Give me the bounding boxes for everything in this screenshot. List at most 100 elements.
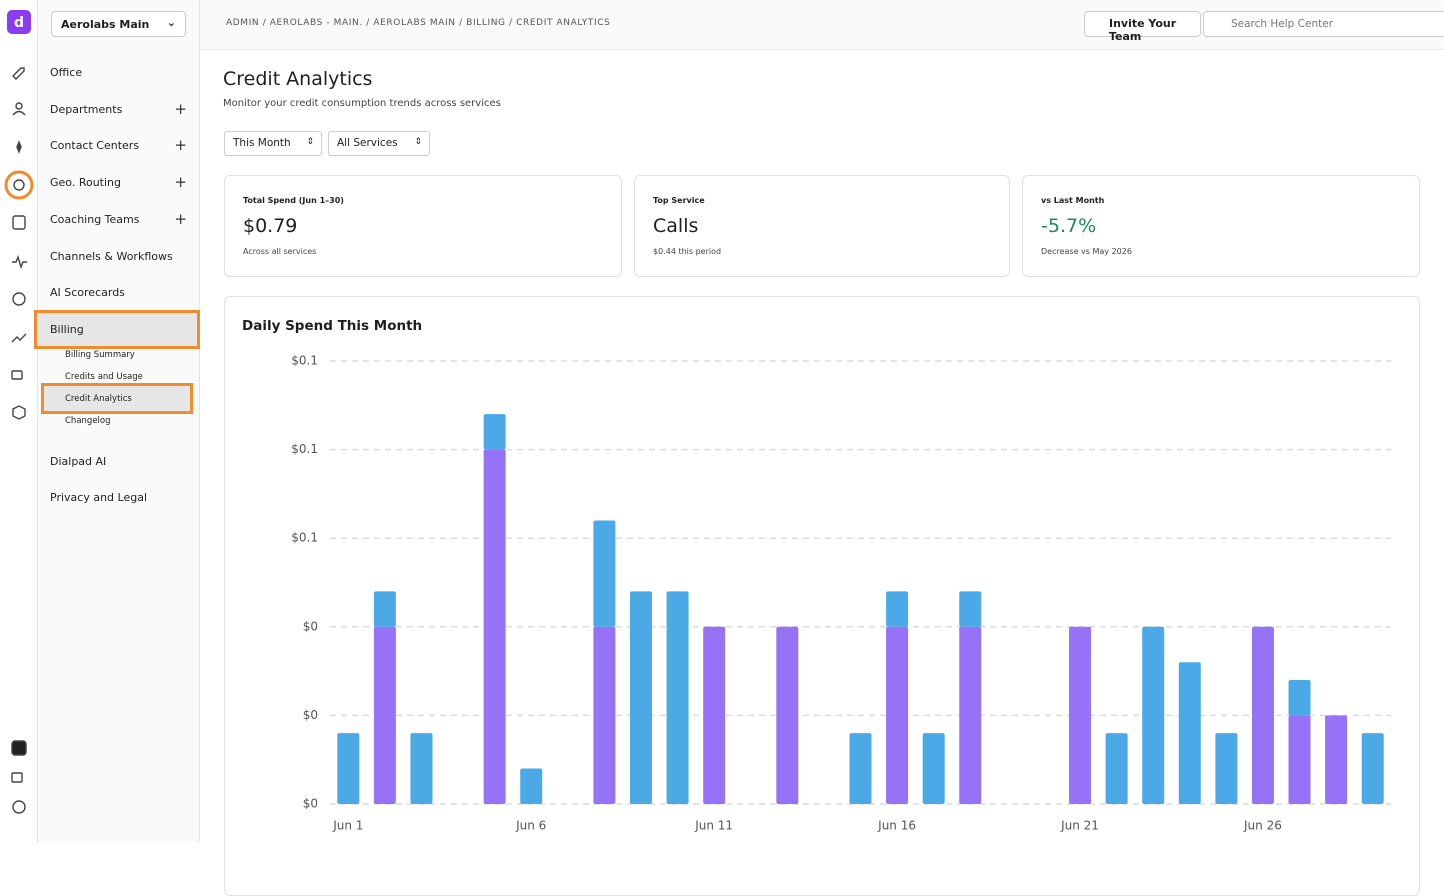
top-bar: ADMIN / AEROLABS - MAIN. / AEROLABS MAIN…	[200, 0, 1444, 50]
side-nav: Aerolabs Main ⌄ Office Departments + Cont…	[34, 0, 200, 842]
subnav-item[interactable]: Credits and Usage	[65, 372, 143, 382]
bar-segment	[483, 449, 506, 804]
video-icon[interactable]	[11, 370, 23, 380]
x-tick-label: Jun 11	[694, 819, 733, 833]
bar-segment	[1215, 733, 1238, 804]
help-icon[interactable]	[12, 800, 26, 814]
page: Credit Analytics {"workspace": "Aerolabs…	[4, 0, 1444, 896]
card-note: Decrease vs May 2026	[1041, 247, 1132, 256]
bar-segment	[849, 733, 872, 804]
card-value: Calls	[653, 215, 699, 237]
user-icon[interactable]	[15, 102, 23, 110]
bar-segment	[1142, 626, 1165, 804]
x-tick-label: Jun 26	[1243, 819, 1282, 833]
select-value: This Month	[233, 137, 291, 149]
y-tick-label: $0	[303, 619, 318, 633]
nav-item[interactable]: Channels & Workflows	[50, 250, 173, 263]
highlight-ring	[4, 170, 34, 200]
nav-item[interactable]: Billing	[50, 323, 84, 336]
bar-segment	[1105, 733, 1128, 804]
nav-item[interactable]: Dialpad AI	[50, 455, 107, 468]
card-note: Across all services	[243, 247, 317, 256]
bar-segment	[337, 733, 360, 804]
chevron: ⌄	[166, 16, 176, 29]
subnav-item[interactable]: Credit Analytics	[65, 394, 132, 404]
nav-item[interactable]: AI Scorecards	[50, 286, 125, 299]
chart: Daily Spend This Month $0 $0 $0 $0.1 $0.1 $0.…	[242, 318, 1391, 833]
app-icon[interactable]	[11, 740, 27, 756]
stat-card: vs Last Month -5.7% Decrease vs May 2026	[1022, 175, 1420, 277]
bar-segment	[886, 591, 909, 627]
box-icon[interactable]	[12, 405, 26, 420]
subnav-item[interactable]: Changelog	[65, 416, 111, 426]
svg-text:d: d	[14, 15, 24, 31]
service-select[interactable]: All Services ⇕	[328, 131, 430, 156]
bar-segment	[593, 520, 616, 627]
nav-item[interactable]: Coaching Teams	[50, 213, 140, 226]
launch-icon[interactable]	[12, 67, 25, 80]
nav-item[interactable]: Office	[50, 66, 83, 79]
bar-segment	[1288, 679, 1311, 716]
nav-item[interactable]: Contact Centers	[50, 139, 140, 152]
bar-segment	[959, 626, 982, 804]
ai-icon[interactable]	[16, 140, 22, 154]
app: d Aerolabs Main ⌄ Office Departments	[4, 0, 1444, 896]
active-highlight	[34, 310, 200, 349]
y-tick-label: $0.1	[291, 442, 318, 456]
expand-icon[interactable]: +	[174, 136, 187, 154]
stat-card: Total Spend (Jun 1–30) $0.79 Across all …	[224, 175, 622, 277]
bar-segment	[1178, 662, 1201, 804]
select-value: All Services	[337, 137, 398, 149]
bar-segment	[373, 626, 396, 804]
y-tick-label: $0.1	[291, 531, 318, 545]
history-icon[interactable]	[12, 292, 26, 306]
bar-segment	[520, 768, 543, 804]
stat-card: Top Service Calls $0.44 this period	[634, 175, 1010, 277]
bar-segment	[373, 591, 396, 627]
page-subtitle: Monitor your credit consumption trends a…	[223, 98, 501, 109]
bar-segment	[922, 733, 945, 804]
bar-segment	[629, 591, 652, 804]
period-select[interactable]: This Month ⇕	[224, 131, 322, 156]
clipboard-icon[interactable]	[12, 215, 26, 230]
bar-segment	[1288, 715, 1311, 804]
card-note: $0.44 this period	[653, 247, 722, 256]
breadcrumb: ADMIN / AEROLABS - MAIN. / AEROLABS MAIN…	[226, 18, 611, 28]
card-label: vs Last Month	[1041, 196, 1105, 205]
bar-segment	[1251, 626, 1274, 804]
bar-segment	[666, 591, 689, 804]
y-tick-label: $0	[303, 797, 318, 811]
bar-segment	[776, 626, 799, 804]
expand-icon[interactable]: +	[174, 210, 187, 228]
page-title: Credit Analytics	[223, 68, 373, 90]
active-highlight	[41, 383, 193, 414]
nav-item[interactable]: Privacy and Legal	[50, 491, 147, 504]
meet-icon[interactable]	[11, 772, 23, 783]
workspace-name: Aerolabs Main	[61, 18, 150, 31]
bar-segment	[410, 733, 433, 804]
x-tick-label: Jun 6	[515, 819, 546, 833]
nav-item[interactable]: Departments	[50, 103, 123, 116]
bar-segment	[483, 414, 506, 450]
subnav-item[interactable]: Billing Summary	[65, 350, 135, 360]
nav-item[interactable]: Geo. Routing	[50, 176, 121, 189]
search-placeholder: Search Help Center	[1231, 18, 1334, 30]
bar-segment	[886, 626, 909, 804]
search-box[interactable]: Search Help Center	[1203, 11, 1444, 37]
rail-icons: d	[4, 10, 34, 814]
workspace-select[interactable]: Aerolabs Main ⌄	[51, 11, 186, 37]
card-value: $0.79	[243, 215, 298, 237]
invite-button[interactable]: Invite Your Team	[1084, 11, 1201, 43]
card-label: Top Service	[653, 196, 705, 205]
expand-icon[interactable]: +	[174, 173, 187, 191]
activity-icon[interactable]	[12, 254, 27, 270]
expand-icon[interactable]: +	[174, 100, 187, 118]
bar-segment	[1325, 715, 1348, 804]
trend-icon[interactable]	[11, 333, 27, 343]
bar-segment	[959, 591, 982, 627]
bar-segment	[593, 626, 616, 804]
invite-label: Invite Your Team	[1109, 17, 1177, 43]
logo[interactable]	[7, 10, 31, 34]
settings-icon[interactable]	[13, 179, 25, 191]
bar-segment	[1361, 733, 1384, 804]
